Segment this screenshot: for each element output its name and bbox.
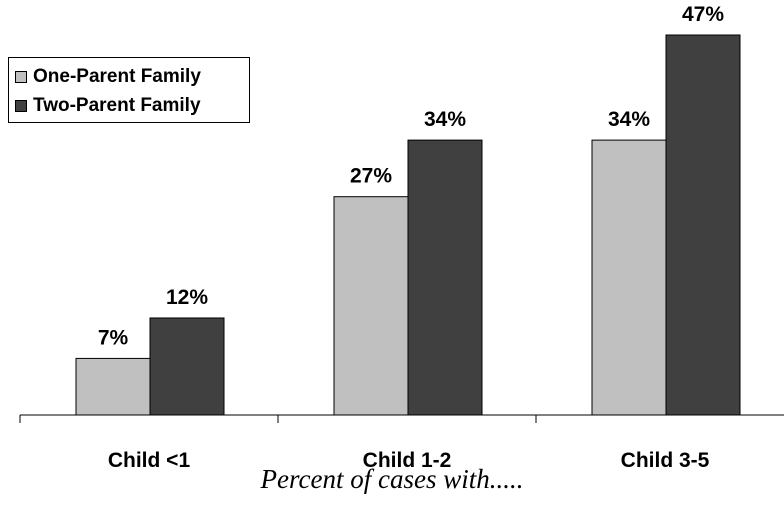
bar-two-parent-1: [407, 139, 483, 416]
legend-item-one-parent: One-Parent Family: [15, 62, 249, 91]
x-tick-label-0: Child <1: [108, 449, 191, 472]
data-label-two-parent-1: 34%: [424, 108, 466, 131]
data-label-one-parent-1: 27%: [350, 165, 392, 188]
bar-two-parent-2: [665, 34, 741, 416]
legend-swatch-two-parent: [15, 99, 27, 112]
legend-label-one-parent: One-Parent Family: [33, 65, 201, 87]
bar-one-parent-1: [333, 196, 409, 416]
legend-swatch-one-parent: [15, 70, 27, 83]
data-label-two-parent-0: 12%: [166, 286, 208, 309]
x-tick-label-2: Child 3-5: [621, 449, 710, 472]
data-label-one-parent-2: 34%: [608, 108, 650, 131]
legend-label-two-parent: Two-Parent Family: [33, 94, 201, 116]
bar-one-parent-2: [591, 139, 667, 416]
data-label-one-parent-0: 7%: [98, 326, 129, 349]
x-tick-label-1: Child 1-2: [363, 449, 452, 472]
legend-item-two-parent: Two-Parent Family: [15, 91, 249, 120]
x-axis-title: Percent of cases with.....: [260, 464, 524, 494]
data-label-two-parent-2: 47%: [682, 3, 724, 26]
legend: One-Parent Family Two-Parent Family: [8, 57, 250, 123]
bar-one-parent-0: [75, 357, 151, 416]
bar-two-parent-0: [149, 317, 225, 416]
